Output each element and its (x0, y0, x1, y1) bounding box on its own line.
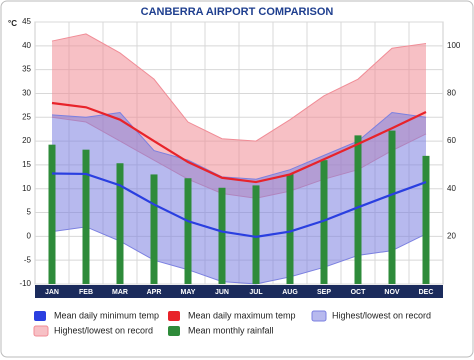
temp-line (51, 101, 427, 184)
legend-swatch (168, 326, 180, 336)
y2-tick-label: 40 (447, 184, 456, 193)
y2-tick-label: 60 (447, 136, 456, 145)
y-tick-label: -10 (19, 279, 31, 288)
y2-tick-label: 100 (447, 41, 461, 50)
rain-bar (286, 173, 294, 284)
record-low-edge (51, 226, 427, 285)
x-tick-label: JUN (215, 289, 229, 296)
legend-label: Mean daily minimum temp (54, 310, 159, 320)
legend-label: Highest/lowest on record (332, 310, 431, 320)
rain-bar (184, 178, 192, 284)
rain-bar (82, 149, 90, 284)
x-tick-label: JUL (249, 289, 263, 296)
y-tick-label: 0 (27, 231, 32, 240)
x-tick-label: MAY (181, 289, 196, 296)
y-tick-label: -5 (24, 255, 32, 264)
y-tick-label: 30 (22, 89, 31, 98)
month-strip (35, 285, 443, 298)
rain-bar (320, 160, 328, 284)
y-axis-label: °C (8, 19, 17, 28)
legend-swatch (168, 311, 180, 321)
x-tick-label: AUG (282, 289, 298, 296)
rain-bar (150, 174, 158, 284)
chart-title: CANBERRA AIRPORT COMPARISON (141, 6, 334, 18)
legend-label: Mean monthly rainfall (188, 325, 274, 335)
rain-bar (388, 130, 396, 284)
rain-bar (354, 135, 362, 284)
y-tick-label: 5 (27, 208, 32, 217)
y2-tick-label: 80 (447, 89, 456, 98)
legend-swatch (311, 310, 327, 322)
rain-bar (116, 163, 124, 284)
x-tick-label: APR (147, 289, 162, 296)
rain-bar (422, 155, 430, 284)
x-tick-label: FEB (79, 289, 93, 296)
x-tick-label: SEP (317, 289, 331, 296)
x-tick-label: JAN (45, 289, 59, 296)
y-tick-label: 20 (22, 136, 31, 145)
y-tick-label: 45 (22, 17, 31, 26)
legend-swatch (34, 311, 46, 321)
y-tick-label: 10 (22, 184, 31, 193)
y-tick-label: 25 (22, 112, 31, 121)
x-tick-label: NOV (384, 289, 400, 296)
record-high-edge (51, 33, 427, 142)
rain-bar (252, 185, 260, 284)
x-tick-label: DEC (419, 289, 434, 296)
y2-tick-label: 20 (447, 231, 456, 240)
rain-bar (218, 187, 226, 284)
x-tick-label: OCT (351, 289, 367, 296)
legend-label: Mean daily maximum temp (188, 310, 296, 320)
legend-label: Highest/lowest on record (54, 325, 153, 335)
y-tick-label: 35 (22, 65, 31, 74)
y-tick-label: 40 (22, 41, 31, 50)
y-tick-label: 15 (22, 160, 31, 169)
temp-line (51, 172, 427, 238)
record-high-edge (51, 111, 427, 180)
rain-bar (48, 144, 56, 284)
x-tick-label: MAR (112, 289, 128, 296)
legend-swatch (33, 325, 49, 337)
